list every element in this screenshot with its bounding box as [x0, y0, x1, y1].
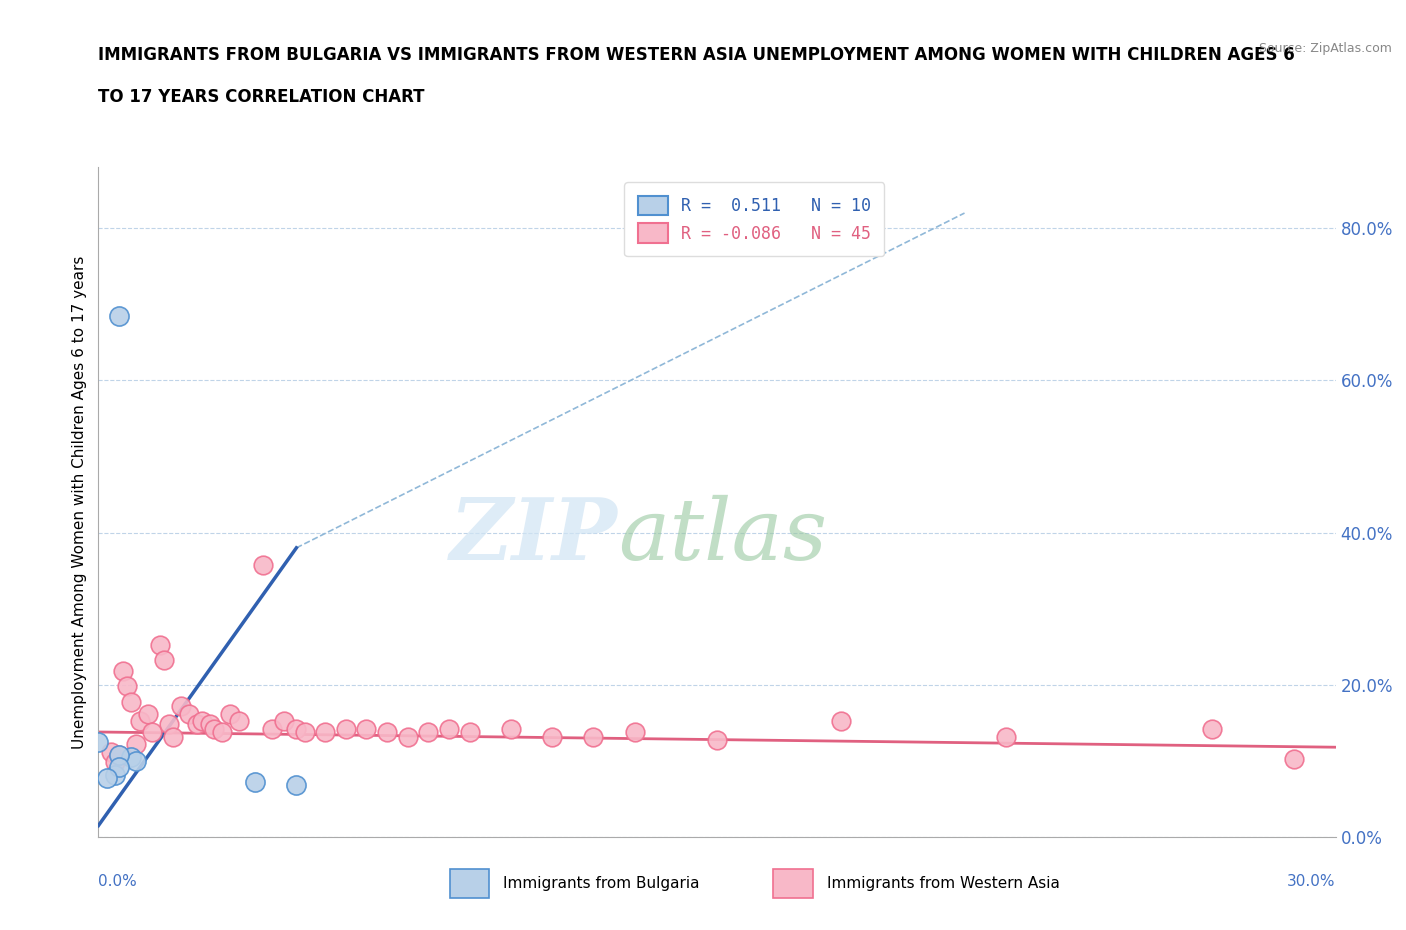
- Text: TO 17 YEARS CORRELATION CHART: TO 17 YEARS CORRELATION CHART: [98, 88, 425, 106]
- Point: [124, 753, 146, 768]
- Y-axis label: Unemployment Among Women with Children Ages 6 to 17 years: Unemployment Among Women with Children A…: [72, 256, 87, 749]
- Point: [285, 722, 308, 737]
- Point: [170, 698, 193, 713]
- Point: [198, 717, 221, 732]
- Point: [186, 717, 208, 732]
- Point: [252, 557, 274, 572]
- Point: [458, 724, 481, 739]
- Point: [136, 706, 159, 721]
- Point: [112, 664, 135, 679]
- FancyBboxPatch shape: [773, 869, 813, 898]
- Point: [396, 729, 419, 744]
- Point: [100, 744, 122, 759]
- Point: [141, 724, 163, 739]
- Point: [120, 694, 142, 709]
- Point: [994, 729, 1017, 744]
- Legend: R =  0.511   N = 10, R = -0.086   N = 45: R = 0.511 N = 10, R = -0.086 N = 45: [624, 182, 884, 256]
- Point: [335, 722, 357, 737]
- Text: Source: ZipAtlas.com: Source: ZipAtlas.com: [1258, 42, 1392, 55]
- Point: [243, 775, 266, 790]
- Text: 30.0%: 30.0%: [1288, 874, 1336, 889]
- Point: [273, 714, 295, 729]
- Point: [104, 767, 127, 782]
- Point: [228, 714, 250, 729]
- Point: [499, 722, 522, 737]
- Point: [108, 760, 131, 775]
- Point: [162, 729, 184, 744]
- Point: [149, 638, 172, 653]
- Point: [285, 777, 308, 792]
- Point: [211, 724, 233, 739]
- Point: [157, 717, 180, 732]
- Point: [108, 748, 131, 763]
- Point: [108, 309, 131, 324]
- Point: [582, 729, 605, 744]
- Point: [153, 653, 176, 668]
- Text: ZIP: ZIP: [450, 494, 619, 578]
- Point: [219, 706, 242, 721]
- Point: [104, 755, 127, 770]
- Point: [294, 724, 316, 739]
- Point: [1201, 722, 1223, 737]
- Point: [128, 714, 150, 729]
- Point: [260, 722, 283, 737]
- Point: [96, 770, 118, 785]
- FancyBboxPatch shape: [450, 869, 489, 898]
- Point: [190, 714, 212, 729]
- Point: [108, 748, 131, 763]
- Text: 0.0%: 0.0%: [98, 874, 138, 889]
- Point: [202, 722, 225, 737]
- Text: atlas: atlas: [619, 495, 827, 577]
- Point: [117, 679, 139, 694]
- Point: [120, 750, 142, 764]
- Text: Immigrants from Bulgaria: Immigrants from Bulgaria: [503, 876, 700, 891]
- Point: [375, 724, 398, 739]
- Point: [418, 724, 440, 739]
- Point: [179, 706, 201, 721]
- Point: [623, 724, 645, 739]
- Point: [706, 732, 728, 747]
- Point: [541, 729, 564, 744]
- Point: [356, 722, 378, 737]
- Point: [124, 737, 146, 751]
- Text: Immigrants from Western Asia: Immigrants from Western Asia: [827, 876, 1060, 891]
- Point: [437, 722, 460, 737]
- Text: IMMIGRANTS FROM BULGARIA VS IMMIGRANTS FROM WESTERN ASIA UNEMPLOYMENT AMONG WOME: IMMIGRANTS FROM BULGARIA VS IMMIGRANTS F…: [98, 46, 1295, 64]
- Point: [87, 735, 110, 750]
- Point: [830, 714, 852, 729]
- Point: [1284, 752, 1306, 767]
- Point: [314, 724, 336, 739]
